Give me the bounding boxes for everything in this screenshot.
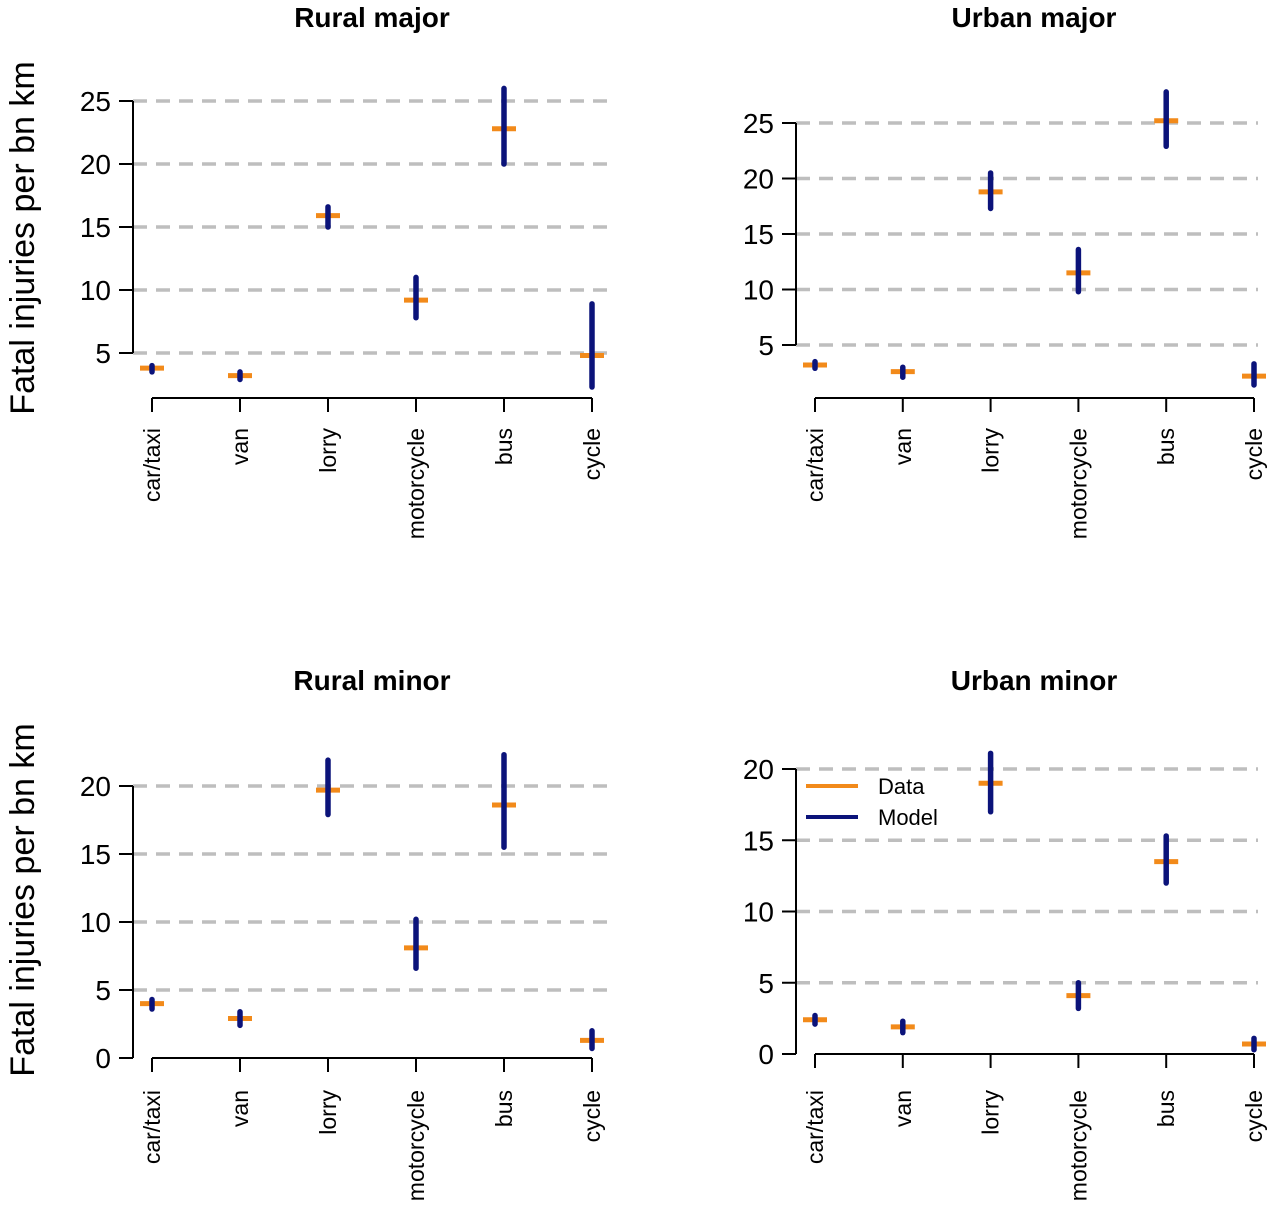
legend-model-label: Model — [878, 805, 938, 830]
x-tick-label-cycle: cycle — [1241, 428, 1267, 480]
y-tick-label: 5 — [95, 975, 111, 1006]
y-tick-label: 0 — [95, 1043, 111, 1074]
y-tick-label: 20 — [743, 164, 774, 195]
y-axis-label-top: Fatal injuries per bn km — [4, 61, 42, 414]
y-tick-label: 15 — [80, 212, 111, 243]
x-tick-label-bus: bus — [491, 428, 517, 465]
panel-urban-minor: Urban minor 0 5 10 15 20 car/taxi van lorry motor… — [743, 665, 1267, 1201]
legend: Data Model — [806, 774, 938, 830]
y-axis-label-bottom: Fatal injuries per bn km — [4, 723, 42, 1076]
x-tick-label-car-taxi: car/taxi — [802, 1090, 828, 1164]
x-tick-label-car-taxi: car/taxi — [139, 428, 165, 502]
y-tick-label: 25 — [80, 86, 111, 117]
x-tick-label-van: van — [890, 1090, 916, 1127]
y-tick-label: 10 — [80, 907, 111, 938]
y-tick-label: 20 — [80, 771, 111, 802]
y-tick-label: 15 — [80, 839, 111, 870]
panel-urban-major: Urban major 5 10 15 20 25 car/taxi van lorry moto… — [743, 2, 1267, 539]
x-tick-label-bus: bus — [1153, 1090, 1179, 1127]
y-tick-label: 5 — [758, 968, 774, 999]
y-tick-label: 5 — [95, 338, 111, 369]
x-tick-label-car-taxi: car/taxi — [139, 1090, 165, 1164]
legend-data-label: Data — [878, 774, 925, 799]
y-tick-label: 5 — [758, 330, 774, 361]
y-tick-label: 15 — [743, 219, 774, 250]
x-tick-label-van: van — [890, 428, 916, 465]
x-tick-label-cycle: cycle — [579, 1090, 605, 1142]
x-tick-label-van: van — [227, 428, 253, 465]
x-tick-label-car-taxi: car/taxi — [802, 428, 828, 502]
panel-rural-minor: Rural minor 0 5 10 15 20 car/taxi van lorry motor… — [80, 665, 608, 1201]
x-tick-label-motorcycle: motorcycle — [403, 428, 429, 539]
y-tick-label: 10 — [743, 275, 774, 306]
x-tick-label-cycle: cycle — [579, 428, 605, 480]
x-tick-label-cycle: cycle — [1241, 1090, 1267, 1142]
x-tick-label-lorry: lorry — [315, 428, 341, 473]
panel-rural-major: Rural major 5 10 15 20 25 car/taxi van lorry moto… — [80, 2, 608, 539]
panel-title: Urban major — [952, 2, 1117, 33]
y-tick-label: 10 — [743, 897, 774, 928]
panel-title: Rural minor — [293, 665, 450, 696]
x-tick-label-lorry: lorry — [978, 1090, 1004, 1135]
x-tick-label-van: van — [227, 1090, 253, 1127]
panel-title: Urban minor — [951, 665, 1118, 696]
x-tick-label-bus: bus — [491, 1090, 517, 1127]
y-tick-label: 15 — [743, 825, 774, 856]
x-tick-label-motorcycle: motorcycle — [1065, 428, 1091, 539]
panel-title: Rural major — [294, 2, 450, 33]
y-tick-label: 10 — [80, 275, 111, 306]
y-tick-label: 0 — [758, 1039, 774, 1070]
x-tick-label-lorry: lorry — [315, 1090, 341, 1135]
y-tick-label: 20 — [743, 754, 774, 785]
y-tick-label: 25 — [743, 108, 774, 139]
x-tick-label-lorry: lorry — [978, 428, 1004, 473]
x-tick-label-motorcycle: motorcycle — [1065, 1090, 1091, 1201]
x-tick-label-bus: bus — [1153, 428, 1179, 465]
x-tick-label-motorcycle: motorcycle — [403, 1090, 429, 1201]
y-tick-label: 20 — [80, 149, 111, 180]
